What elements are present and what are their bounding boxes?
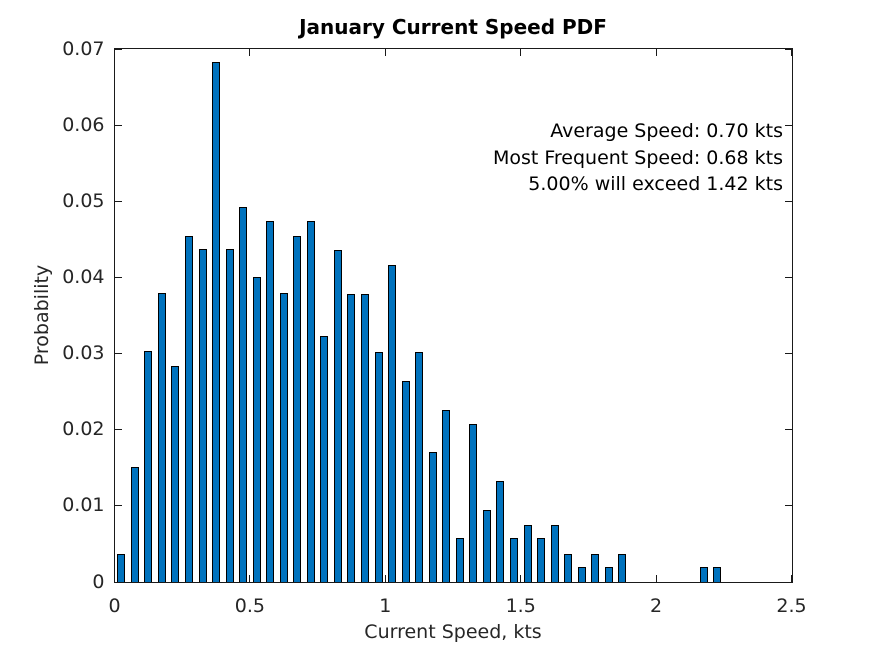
histogram-bar xyxy=(306,221,315,582)
histogram-bar xyxy=(333,250,342,582)
histogram-bar xyxy=(361,294,369,582)
x-axis-tick xyxy=(249,575,251,582)
x-axis-tick xyxy=(655,575,657,582)
histogram-bar xyxy=(185,236,193,582)
y-axis-tick xyxy=(784,429,792,431)
y-tick-label: 0.06 xyxy=(62,113,105,136)
x-axis-tick xyxy=(384,49,386,56)
histogram-bar xyxy=(469,424,478,582)
y-axis-tick xyxy=(114,200,122,202)
histogram-bar xyxy=(320,336,329,582)
histogram-bar xyxy=(577,567,586,582)
histogram-bar xyxy=(388,265,397,582)
x-tick-label: 2 xyxy=(650,595,663,617)
histogram-bar xyxy=(171,366,180,582)
histogram-bar xyxy=(239,207,248,582)
histogram-bar xyxy=(564,554,573,582)
histogram-bar xyxy=(198,249,207,582)
histogram-bar xyxy=(496,481,505,582)
histogram-bar xyxy=(713,567,721,582)
histogram-bar xyxy=(604,567,613,582)
y-axis-tick xyxy=(114,581,122,583)
y-tick-label: 0.02 xyxy=(62,418,105,441)
y-axis-tick xyxy=(114,48,122,50)
histogram-bar xyxy=(252,277,261,582)
y-tick-label: 0.01 xyxy=(62,494,105,517)
plot-area xyxy=(113,48,793,583)
x-axis-tick xyxy=(384,575,386,582)
histogram-bar xyxy=(374,352,383,582)
annotation-exceedance-speed: 5.00% will exceed 1.42 kts xyxy=(528,173,783,195)
histogram-bar xyxy=(523,525,532,582)
y-axis-tick xyxy=(784,505,792,507)
y-tick-label: 0.07 xyxy=(62,37,105,60)
y-tick-label: 0.03 xyxy=(62,342,105,365)
histogram-bar xyxy=(550,525,559,582)
histogram-bar xyxy=(482,510,491,582)
x-tick-label: 1.5 xyxy=(505,595,536,617)
y-axis-tick xyxy=(114,505,122,507)
x-axis-tick xyxy=(655,49,657,56)
histogram-bar xyxy=(347,294,356,582)
x-tick-label: 0 xyxy=(108,595,121,617)
histogram-bar xyxy=(415,352,424,582)
histogram-bar xyxy=(442,410,451,582)
histogram-bar xyxy=(293,236,302,582)
chart-title: January Current Speed PDF xyxy=(299,15,607,39)
y-axis-tick xyxy=(114,276,122,278)
histogram-bar xyxy=(699,567,708,582)
x-axis-tick xyxy=(791,575,792,582)
histogram-bar xyxy=(130,467,139,582)
x-axis-tick xyxy=(114,575,115,582)
histogram-bar xyxy=(591,554,600,582)
y-axis-tick xyxy=(784,276,792,278)
x-tick-label: 1 xyxy=(379,595,392,617)
y-axis-tick xyxy=(114,429,122,431)
histogram-bar xyxy=(266,221,275,582)
y-tick-label: 0 xyxy=(92,570,105,593)
histogram-bar xyxy=(144,351,153,582)
y-axis-tick xyxy=(784,200,792,202)
y-axis-tick xyxy=(114,353,122,355)
histogram-bar xyxy=(537,538,545,582)
y-axis-tick xyxy=(784,124,792,126)
histogram-bar xyxy=(428,452,437,582)
histogram-bar xyxy=(212,62,220,582)
x-axis-tick xyxy=(249,49,251,56)
y-tick-label: 0.04 xyxy=(62,265,105,288)
x-axis-label: Current Speed, kts xyxy=(364,621,542,643)
y-tick-label: 0.05 xyxy=(62,189,105,212)
x-axis-tick xyxy=(791,49,792,56)
x-axis-tick xyxy=(114,49,115,56)
histogram-bar xyxy=(618,554,627,582)
histogram-bar xyxy=(279,293,288,582)
x-axis-tick xyxy=(520,575,522,582)
x-tick-label: 0.5 xyxy=(234,595,265,617)
y-axis-tick xyxy=(114,124,122,126)
histogram-bar xyxy=(117,554,126,582)
y-axis-tick xyxy=(784,48,792,50)
stats-annotation: Average Speed: 0.70 kts Most Frequent Sp… xyxy=(493,118,783,198)
annotation-most-frequent-speed: Most Frequent Speed: 0.68 kts xyxy=(492,146,783,169)
histogram-bar xyxy=(509,538,518,582)
x-tick-label: 2.5 xyxy=(776,595,807,617)
x-axis-tick xyxy=(520,49,522,56)
histogram-bar xyxy=(401,381,410,582)
annotation-average-speed: Average Speed: 0.70 kts xyxy=(550,120,783,142)
y-axis-tick xyxy=(784,581,792,583)
histogram-bar xyxy=(157,293,166,582)
histogram-bar xyxy=(225,249,234,582)
histogram-bar xyxy=(455,538,464,582)
y-axis-tick xyxy=(784,353,792,355)
